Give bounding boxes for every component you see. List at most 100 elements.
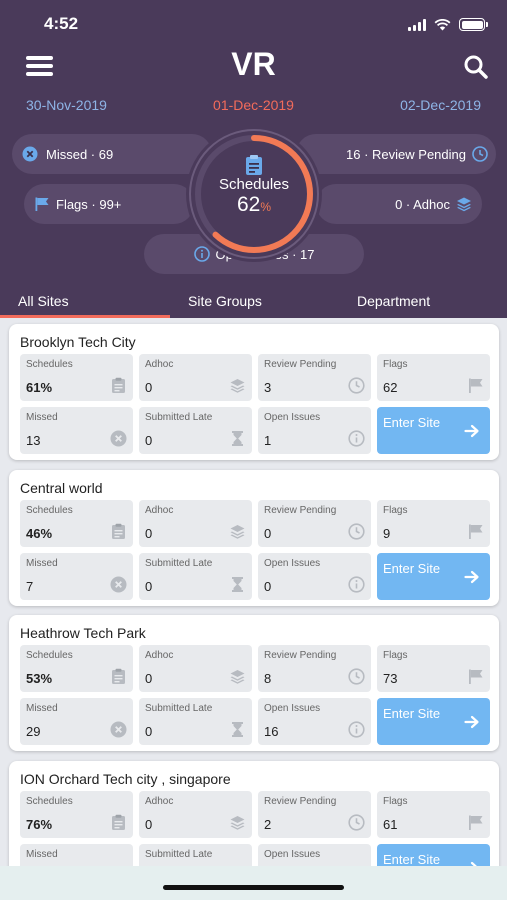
cell-label: Missed [26,557,58,569]
cell-label: Review Pending [264,504,337,516]
site-name: Heathrow Tech Park [20,625,146,641]
open-issues-cell: Open Issues [258,843,371,866]
clock-icon [348,813,365,831]
clipboard-icon [112,668,125,684]
cell-label: Adhoc [145,504,174,516]
tab-bar: All Sites Site Groups Department [0,286,507,318]
missed-cell: Missed [20,843,133,866]
cell-label: Schedules [26,650,73,661]
open-issues-cell: Open Issues 0 [258,552,371,600]
clipboard-icon [112,377,125,393]
layers-icon [230,815,245,830]
enter-site-button[interactable]: Enter Site [377,552,490,600]
clock-icon [472,146,488,162]
cell-value: 62 [383,380,398,395]
schedules-cell: Schedules 61% [20,354,133,401]
wifi-icon [434,18,451,30]
search-icon[interactable] [463,54,489,80]
status-time: 4:52 [44,14,79,33]
clipboard-icon [246,155,262,175]
arrow-right-icon [470,861,478,866]
gauge-unit: % [260,200,272,214]
cell-label: Missed [26,848,58,860]
review-pending-pill-label: 16 · Review Pending [346,146,466,162]
site-list[interactable]: Brooklyn Tech City Schedules 61% Adhoc 0… [0,318,507,866]
cell-label: Open Issues [264,703,321,714]
cell-label: Adhoc [145,359,174,370]
site-card[interactable]: Central world Schedules 46% Adhoc 0 Revi… [9,469,499,606]
arrow-right-icon [464,424,479,438]
adhoc-pill[interactable]: 0 · Adhoc [316,184,482,224]
arrow-right-icon [464,570,479,583]
enter-site-label: Enter Site [383,560,441,576]
missed-pill[interactable]: Missed · 69 [12,134,212,174]
flags-cell: Flags 9 [377,499,490,547]
review-pending-pill[interactable]: 16 · Review Pending [296,134,496,174]
cell-value: 0 [145,724,153,739]
schedules-gauge[interactable]: Schedules 62% [186,126,322,262]
x-circle-icon [110,721,127,738]
flag-icon [469,378,483,393]
schedules-progress-arc [195,135,313,253]
cell-label: Submitted Late [145,848,213,860]
flags-pill-label: Flags · 99+ [56,196,122,212]
status-bar: 4:52 [0,14,507,38]
active-tab-indicator [0,315,170,318]
clock-icon [348,377,365,394]
clock-icon [348,522,365,540]
current-date: 01-Dec-2019 [213,97,294,113]
cell-label: Adhoc [145,795,174,807]
enter-site-button[interactable]: Enter Site [377,843,490,866]
status-icons [408,18,488,31]
cell-value: 61 [383,816,398,832]
cell-label: Flags [383,504,408,516]
info-icon [348,721,365,738]
prev-date-link[interactable]: 30-Nov-2019 [26,97,107,113]
enter-site-button[interactable]: Enter Site [377,407,490,454]
cell-value: 0 [145,578,153,594]
site-card[interactable]: ION Orchard Tech city , singapore Schedu… [9,760,499,866]
tab-department[interactable]: Department [357,293,431,309]
cell-label: Missed [26,703,58,714]
adhoc-pill-label: 0 · Adhoc [395,196,450,212]
cell-label: Adhoc [145,650,174,661]
cell-label: Submitted Late [145,557,213,569]
clock-icon [348,668,365,685]
site-card[interactable]: Heathrow Tech Park Schedules 53% Adhoc 0… [9,615,499,751]
tab-all-sites[interactable]: All Sites [18,293,69,309]
flags-pill[interactable]: Flags · 99+ [24,184,194,224]
site-card[interactable]: Brooklyn Tech City Schedules 61% Adhoc 0… [9,324,499,460]
cell-label: Missed [26,412,58,423]
flags-cell: Flags 62 [377,354,490,401]
home-indicator[interactable] [163,885,344,890]
adhoc-cell: Adhoc 0 [139,790,252,838]
hourglass-icon [232,431,243,446]
cell-label: Submitted Late [145,412,213,423]
next-date-link[interactable]: 02-Dec-2019 [400,97,481,113]
hourglass-icon [232,576,243,592]
cell-value: 46% [26,525,53,541]
tab-site-groups[interactable]: Site Groups [188,293,262,309]
flag-icon [469,669,483,684]
missed-pill-label: Missed · 69 [46,146,114,162]
review-pending-cell: Review Pending 0 [258,499,371,547]
clipboard-icon [112,523,125,539]
review-pending-cell: Review Pending 3 [258,354,371,401]
adhoc-cell: Adhoc 0 [139,354,252,401]
gauge-value: 62% [186,193,322,217]
cell-label: Review Pending [264,650,337,661]
enter-site-label: Enter Site [383,851,441,866]
header-panel: 4:52 VR 30-Nov-2019 01-Dec-2019 02-Dec-2… [0,0,507,318]
enter-site-label: Enter Site [383,706,441,721]
schedules-cell: Schedules 76% [20,790,133,838]
enter-site-button[interactable]: Enter Site [377,698,490,745]
cell-value: 1 [264,433,272,448]
site-name: Central world [20,479,103,496]
layers-icon [457,197,471,212]
menu-icon[interactable] [26,56,53,76]
site-name: ION Orchard Tech city , singapore [20,770,231,787]
cell-value: 29 [26,724,41,739]
adhoc-cell: Adhoc 0 [139,499,252,547]
flag-icon [35,197,49,211]
cell-value: 13 [26,433,41,448]
